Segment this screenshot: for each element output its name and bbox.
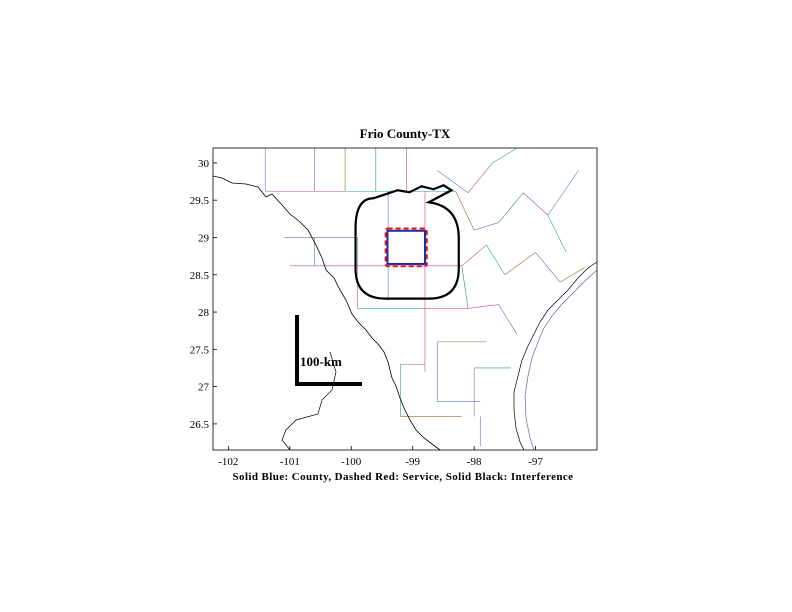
county-boundaries	[264, 148, 585, 447]
state-border	[213, 175, 441, 450]
scale-bar: 100-km	[295, 315, 362, 386]
coastline	[513, 261, 597, 450]
x-tick-label: -98	[467, 456, 482, 468]
coastline-inner	[524, 269, 597, 450]
county-line	[559, 267, 585, 283]
county-line	[461, 244, 487, 267]
county-line	[461, 265, 469, 309]
county-line	[498, 304, 518, 335]
y-tick-label: 27	[198, 382, 210, 394]
county-outline	[386, 229, 426, 265]
interference-contour	[354, 184, 460, 300]
y-tick-label: 28	[198, 307, 210, 319]
county-line	[498, 192, 524, 223]
y-tick-label: 28.5	[190, 270, 210, 282]
mexico-border	[281, 351, 337, 450]
y-tick-label: 29	[198, 232, 210, 244]
county-line	[467, 304, 499, 309]
county-line	[547, 214, 567, 253]
y-axis: 26.5 27 27.5 28 28.5 29 29.5 30	[190, 158, 217, 431]
service-area-dashed	[384, 227, 428, 268]
x-tick-label: -99	[405, 456, 420, 468]
county-line	[492, 148, 518, 164]
county-line	[486, 244, 506, 275]
y-tick-label: 29.5	[190, 195, 210, 207]
y-tick-label: 27.5	[190, 344, 210, 356]
county-line	[504, 252, 536, 276]
county-line	[523, 192, 549, 216]
county-line	[535, 252, 561, 283]
x-tick-label: -101	[280, 456, 300, 468]
y-tick-label: 30	[198, 158, 210, 170]
county-line	[547, 170, 579, 216]
county-line	[437, 170, 469, 193]
x-tick-label: -102	[218, 456, 238, 468]
scale-bar-label: 100-km	[300, 354, 342, 369]
map-title: Frio County-TX	[360, 126, 451, 141]
county-line	[474, 222, 499, 231]
county-line	[455, 191, 475, 231]
plot-frame	[212, 147, 598, 451]
county-line	[467, 162, 493, 193]
x-tick-label: -97	[528, 456, 543, 468]
y-tick-label: 26.5	[190, 419, 210, 431]
map-area	[213, 148, 597, 450]
x-tick-label: -100	[341, 456, 362, 468]
x-axis-label: Solid Blue: County, Dashed Red: Service,…	[233, 471, 574, 483]
x-axis: -102 -101 -100 -99 -98 -97	[218, 446, 543, 468]
